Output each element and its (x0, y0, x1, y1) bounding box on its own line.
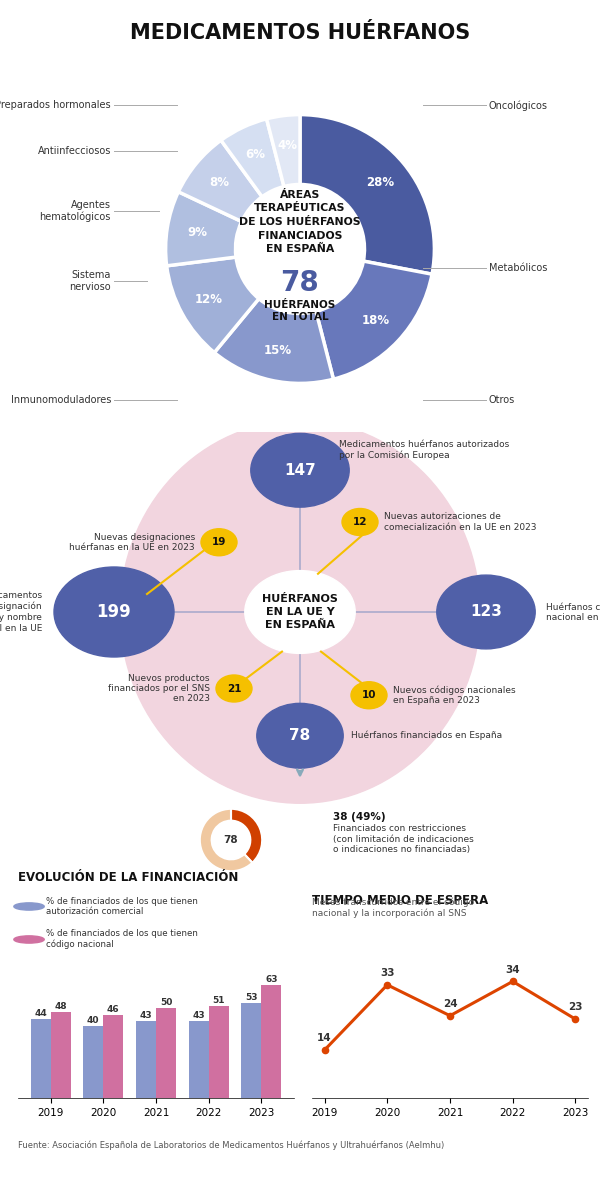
Wedge shape (167, 257, 259, 353)
Circle shape (14, 936, 44, 943)
Bar (103, 1015, 124, 1098)
Text: EVOLUCIÓN DE LA FINANCIACIÓN: EVOLUCIÓN DE LA FINANCIACIÓN (18, 871, 238, 884)
Circle shape (216, 674, 252, 702)
Text: Inmunomoduladores: Inmunomoduladores (11, 395, 111, 406)
Circle shape (351, 682, 387, 709)
Bar (83, 1026, 103, 1098)
Circle shape (257, 703, 343, 768)
Bar (31, 1019, 50, 1098)
Wedge shape (300, 114, 434, 274)
Text: Antiinfecciosos: Antiinfecciosos (38, 145, 111, 156)
Text: 38 (49%): 38 (49%) (333, 811, 386, 822)
Text: Fuente: Asociación Española de Laboratorios de Medicamentos Huérfanos y Ultrahué: Fuente: Asociación Española de Laborator… (18, 1140, 444, 1150)
Text: HUÉRFANOS
EN TOTAL: HUÉRFANOS EN TOTAL (265, 300, 335, 322)
Text: Financiados con restricciones
(con limitación de indicaciones
o indicaciones no : Financiados con restricciones (con limit… (333, 824, 474, 854)
Wedge shape (266, 114, 300, 186)
Text: 44: 44 (34, 1009, 47, 1018)
Wedge shape (214, 299, 334, 383)
Text: 10: 10 (362, 690, 376, 701)
Bar (50, 1012, 71, 1098)
Wedge shape (200, 809, 253, 871)
Text: 63: 63 (265, 974, 278, 984)
Wedge shape (221, 119, 284, 197)
Text: Preparados hormonales: Preparados hormonales (0, 101, 111, 110)
Text: Huérfanos con código
nacional en España: Huérfanos con código nacional en España (546, 602, 600, 622)
Text: 28%: 28% (366, 176, 394, 190)
Text: 4%: 4% (277, 139, 297, 152)
Wedge shape (166, 192, 242, 266)
Ellipse shape (120, 421, 480, 803)
Text: 33: 33 (380, 968, 395, 978)
Bar (209, 1006, 229, 1098)
Circle shape (251, 433, 349, 508)
Text: 12%: 12% (195, 293, 223, 306)
Text: Medicamentos
con designación
huérfana y nombre
comercial en la UE: Medicamentos con designación huérfana y … (0, 592, 42, 632)
Text: % de financiados de los que tienen
autorización comercial: % de financiados de los que tienen autor… (46, 896, 197, 916)
Text: 46: 46 (107, 1006, 119, 1014)
Text: ÁREAS
TERAPÉUTICAS
DE LOS HUÉRFANOS
FINANCIADOS
EN ESPAÑA: ÁREAS TERAPÉUTICAS DE LOS HUÉRFANOS FINA… (239, 190, 361, 254)
Circle shape (201, 529, 237, 556)
Text: 9%: 9% (187, 227, 207, 239)
Text: 199: 199 (97, 602, 131, 622)
Text: 14: 14 (317, 1033, 332, 1043)
Text: 43: 43 (193, 1010, 205, 1020)
Text: HUÉRFANOS
EN LA UE Y
EN ESPAÑA: HUÉRFANOS EN LA UE Y EN ESPAÑA (262, 594, 338, 630)
Text: 18%: 18% (362, 314, 390, 326)
Text: 15%: 15% (263, 344, 292, 358)
Text: Otros: Otros (489, 395, 515, 406)
Text: MEDICAMENTOS HUÉRFANOS: MEDICAMENTOS HUÉRFANOS (130, 23, 470, 43)
Text: Huérfanos financiados en España: Huérfanos financiados en España (351, 731, 502, 740)
Text: 78: 78 (281, 269, 319, 296)
Text: % de financiados de los que tienen
código nacional: % de financiados de los que tienen códig… (46, 930, 197, 949)
Text: Medicamentos huérfanos autorizados
por la Comisión Europea: Medicamentos huérfanos autorizados por l… (339, 440, 509, 460)
Wedge shape (316, 262, 432, 379)
Text: 21: 21 (227, 684, 241, 694)
Text: 48: 48 (54, 1002, 67, 1010)
Text: 6%: 6% (245, 149, 266, 161)
Text: 19: 19 (212, 538, 226, 547)
Text: 40: 40 (87, 1016, 100, 1025)
Circle shape (14, 902, 44, 910)
Text: Nuevos códigos nacionales
en España en 2023: Nuevos códigos nacionales en España en 2… (393, 685, 515, 706)
Text: 53: 53 (245, 992, 257, 1002)
Circle shape (342, 509, 378, 535)
Text: 78: 78 (289, 728, 311, 743)
Text: TIEMPO MEDIO DE ESPERA: TIEMPO MEDIO DE ESPERA (312, 894, 488, 907)
Text: Nuevos productos
financiados por el SNS
en 2023: Nuevos productos financiados por el SNS … (108, 673, 210, 703)
Text: 12: 12 (353, 517, 367, 527)
Text: 34: 34 (505, 965, 520, 974)
Bar (156, 1008, 176, 1098)
Text: 123: 123 (470, 605, 502, 619)
Text: Nuevas designaciones
huérfanas en la UE en 2023: Nuevas designaciones huérfanas en la UE … (70, 533, 195, 552)
Text: Oncológicos: Oncológicos (489, 100, 548, 110)
Text: 43: 43 (140, 1010, 152, 1020)
Text: 24: 24 (443, 998, 457, 1009)
Text: Sistema
nervioso: Sistema nervioso (70, 270, 111, 292)
Circle shape (245, 571, 355, 653)
Text: Agentes
hematológicos: Agentes hematológicos (40, 200, 111, 222)
Bar (262, 984, 281, 1098)
Text: 23: 23 (568, 1002, 583, 1013)
Circle shape (54, 566, 174, 658)
Text: 51: 51 (212, 996, 225, 1006)
Text: 8%: 8% (210, 176, 230, 190)
Bar (241, 1002, 262, 1098)
Bar (136, 1020, 156, 1098)
Text: 78: 78 (224, 835, 238, 845)
Wedge shape (231, 809, 262, 863)
Text: Nuevas autorizaciones de
comecialización en la UE en 2023: Nuevas autorizaciones de comecialización… (384, 512, 536, 532)
Circle shape (437, 575, 535, 649)
Bar (188, 1020, 209, 1098)
Wedge shape (178, 140, 262, 222)
Text: Meses transcurridos entre el código
nacional y la incorporación al SNS: Meses transcurridos entre el código naci… (312, 898, 474, 918)
Text: Metabólicos: Metabólicos (489, 263, 547, 272)
Text: 50: 50 (160, 998, 172, 1007)
Text: 147: 147 (284, 463, 316, 478)
